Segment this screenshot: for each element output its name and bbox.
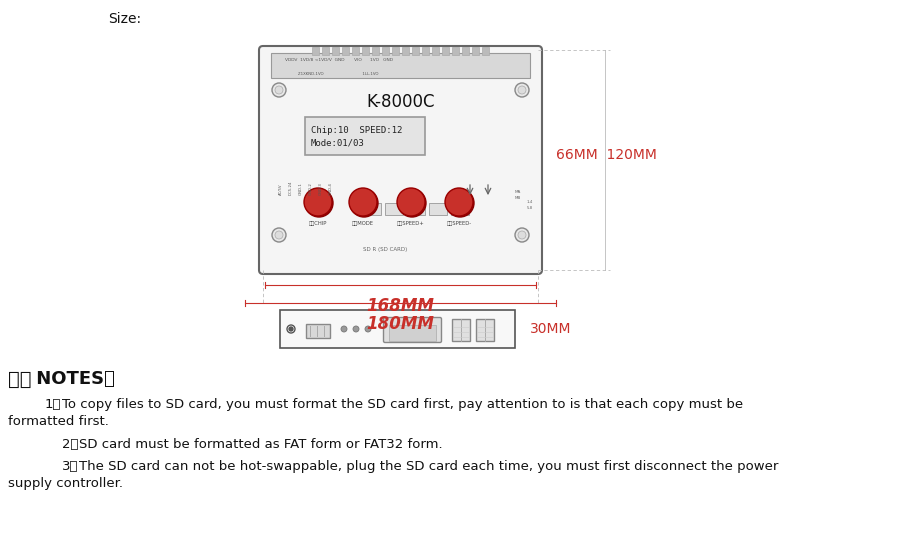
Circle shape: [289, 327, 293, 331]
Text: NOTES：: NOTES：: [30, 370, 115, 388]
Text: 168MM: 168MM: [366, 297, 435, 315]
Bar: [382, 47, 389, 55]
Circle shape: [398, 189, 426, 217]
Text: MA
MB: MA MB: [515, 190, 521, 200]
Circle shape: [446, 189, 474, 217]
Bar: [385, 203, 403, 215]
Circle shape: [272, 83, 286, 97]
Circle shape: [304, 188, 332, 216]
Bar: [312, 47, 319, 55]
Text: GND-2: GND-2: [309, 182, 313, 195]
Circle shape: [515, 228, 529, 242]
Circle shape: [275, 86, 283, 94]
Bar: [462, 47, 469, 55]
Bar: [271, 53, 530, 78]
Bar: [402, 47, 409, 55]
Text: AC/5V: AC/5V: [279, 183, 283, 195]
Text: 3、: 3、: [62, 460, 78, 473]
Text: 模式MODE: 模式MODE: [352, 221, 374, 226]
Circle shape: [365, 326, 371, 332]
Text: 九、: 九、: [8, 370, 32, 389]
Bar: [476, 319, 494, 341]
Bar: [306, 324, 330, 338]
Bar: [452, 47, 459, 55]
Text: formatted first.: formatted first.: [8, 415, 109, 428]
Bar: [412, 47, 419, 55]
Circle shape: [350, 189, 378, 217]
Bar: [482, 47, 489, 55]
Text: 2、: 2、: [62, 438, 78, 451]
Circle shape: [287, 325, 295, 333]
Bar: [451, 203, 469, 215]
Circle shape: [445, 188, 473, 216]
Bar: [392, 47, 399, 55]
Bar: [432, 47, 439, 55]
Circle shape: [518, 86, 526, 94]
Bar: [322, 47, 329, 55]
Bar: [389, 325, 436, 341]
Circle shape: [349, 188, 377, 216]
Bar: [452, 319, 470, 341]
Text: Z1XKND-1VO                               1LL-1VO: Z1XKND-1VO 1LL-1VO: [298, 72, 378, 76]
Text: supply controller.: supply controller.: [8, 477, 123, 490]
Text: To copy files to SD card, you must format the SD card first, pay attention to is: To copy files to SD card, you must forma…: [62, 398, 743, 411]
Circle shape: [353, 326, 359, 332]
Text: The SD card can not be hot-swappable, plug the SD card each time, you must first: The SD card can not be hot-swappable, pl…: [79, 460, 778, 473]
Bar: [372, 47, 379, 55]
Text: SD card must be formatted as FAT form or FAT32 form.: SD card must be formatted as FAT form or…: [79, 438, 443, 451]
Bar: [472, 47, 479, 55]
Bar: [429, 203, 447, 215]
Text: VDDV  1VD/8 <1VD/V  GND       VIO      1VO   GND: VDDV 1VD/8 <1VD/V GND VIO 1VO GND: [285, 58, 393, 62]
Bar: [407, 203, 425, 215]
Text: Size:: Size:: [108, 12, 141, 26]
Bar: [332, 47, 339, 55]
Circle shape: [305, 189, 333, 217]
FancyBboxPatch shape: [305, 117, 425, 155]
Text: 加速SPEED+: 加速SPEED+: [397, 221, 425, 226]
Text: 1-4
5-8: 1-4 5-8: [527, 201, 533, 210]
Bar: [342, 47, 349, 55]
Circle shape: [518, 231, 526, 239]
Circle shape: [275, 231, 283, 239]
Circle shape: [515, 83, 529, 97]
Text: 180MM: 180MM: [366, 315, 435, 333]
Text: 芯片CHIP: 芯片CHIP: [309, 221, 327, 226]
Text: GND-4: GND-4: [329, 182, 333, 195]
Text: GND-3: GND-3: [319, 182, 323, 195]
Text: DC5-24: DC5-24: [289, 180, 293, 195]
Bar: [363, 203, 381, 215]
Text: K-8000C: K-8000C: [366, 93, 435, 111]
Bar: [422, 47, 429, 55]
Text: 减速SPEED-: 减速SPEED-: [446, 221, 472, 226]
Circle shape: [341, 326, 347, 332]
Text: 1、: 1、: [45, 398, 62, 411]
Text: 30MM: 30MM: [530, 322, 571, 336]
Text: Chip:10  SPEED:12: Chip:10 SPEED:12: [311, 126, 403, 135]
FancyBboxPatch shape: [384, 317, 442, 343]
Bar: [280, 310, 515, 348]
Bar: [352, 47, 359, 55]
Text: GND-1: GND-1: [299, 182, 303, 195]
Text: SD R (SD CARD): SD R (SD CARD): [363, 247, 407, 252]
Circle shape: [272, 228, 286, 242]
Bar: [442, 47, 449, 55]
Bar: [362, 47, 369, 55]
FancyBboxPatch shape: [259, 46, 542, 274]
Circle shape: [397, 188, 425, 216]
Text: 66MM  120MM: 66MM 120MM: [556, 148, 657, 162]
Text: Mode:01/03: Mode:01/03: [311, 139, 364, 148]
